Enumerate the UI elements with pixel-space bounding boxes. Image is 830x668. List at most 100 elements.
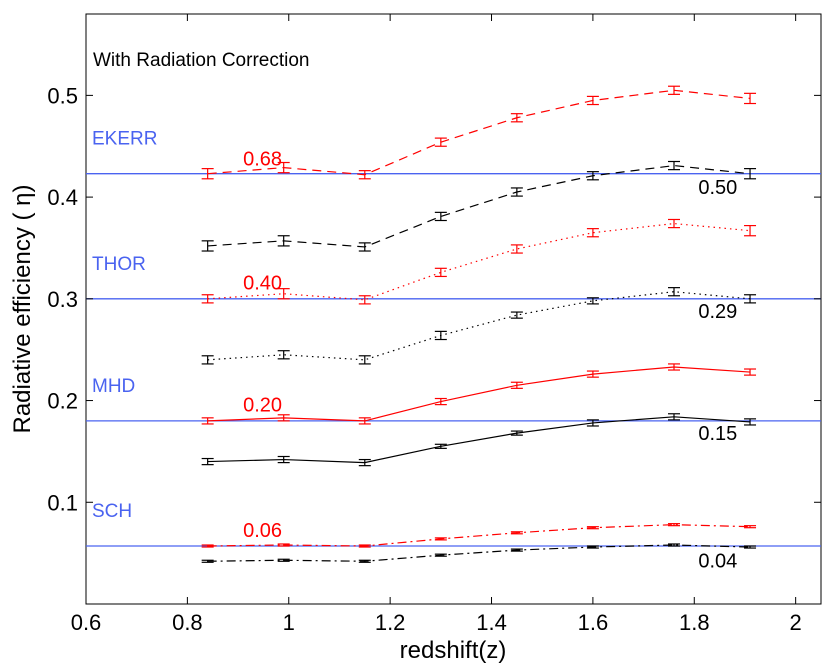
data-point xyxy=(744,368,757,376)
data-point xyxy=(277,288,290,300)
data-point xyxy=(586,95,599,106)
reference-label-mhd: MHD xyxy=(92,376,135,397)
y-tick-label: 0.3 xyxy=(47,287,78,312)
data-point xyxy=(744,92,757,105)
data-point xyxy=(201,355,214,365)
y-tick-label: 0.2 xyxy=(47,389,78,414)
series-line xyxy=(207,544,751,562)
data-point xyxy=(510,531,523,535)
series-mhd-red xyxy=(201,363,757,425)
data-point xyxy=(744,168,757,180)
data-point xyxy=(434,397,447,406)
series-ekerr-black xyxy=(201,160,757,252)
data-point xyxy=(277,414,290,422)
x-tick-label: 1.6 xyxy=(578,610,609,635)
data-point xyxy=(744,525,757,529)
data-point xyxy=(434,137,447,147)
data-point xyxy=(510,187,523,197)
y-tick-label: 0.5 xyxy=(47,83,78,108)
series-layer xyxy=(201,85,757,563)
x-axis-title: redshift(z) xyxy=(400,637,507,664)
series-sch-red xyxy=(201,523,757,548)
data-point xyxy=(434,537,447,541)
data-point xyxy=(358,355,371,365)
data-point xyxy=(434,443,447,449)
value-annotation: 0.40 xyxy=(243,273,282,295)
series-line xyxy=(207,164,751,248)
data-point xyxy=(586,297,599,305)
data-point xyxy=(434,553,447,557)
data-point xyxy=(201,559,214,563)
data-point xyxy=(277,455,290,464)
series-thor-red xyxy=(201,218,757,305)
series-thor-black xyxy=(201,287,757,365)
chart-title: With Radiation Correction xyxy=(93,50,309,71)
labels-layer: With Radiation Correction redshift(z) Ra… xyxy=(9,50,737,664)
x-tick-label: 1.8 xyxy=(679,610,710,635)
plot-area xyxy=(85,13,822,605)
series-line xyxy=(207,524,751,547)
data-point xyxy=(586,171,599,181)
data-point xyxy=(277,558,290,562)
data-point xyxy=(586,545,599,549)
data-point xyxy=(358,295,371,305)
y-tick-label: 0.1 xyxy=(47,490,78,515)
x-tick-label: 2 xyxy=(790,610,802,635)
series-ekerr-red xyxy=(201,85,757,180)
data-point xyxy=(201,240,214,252)
data-point xyxy=(668,363,680,371)
data-point xyxy=(586,419,599,427)
data-point xyxy=(201,544,214,548)
data-point xyxy=(586,526,599,530)
value-annotation: 0.15 xyxy=(698,423,737,445)
y-axis-title: Radiative efficiency ( η) xyxy=(9,185,36,434)
x-tick-label: 1.4 xyxy=(476,610,507,635)
reference-label-thor: THOR xyxy=(92,254,146,275)
data-point xyxy=(510,548,523,552)
value-annotation: 0.50 xyxy=(698,177,737,199)
data-point xyxy=(358,242,371,252)
data-point xyxy=(586,228,599,238)
data-point xyxy=(358,170,371,180)
x-tick-label: 1.2 xyxy=(375,610,406,635)
data-point xyxy=(668,85,680,95)
data-point xyxy=(277,543,290,547)
data-point xyxy=(744,545,757,549)
axis-ticks: 0.6 0.8 1 1.2 1.4 1.6 1.8 2 0.1 0.2 0.3 0.4 0.5 xyxy=(47,14,821,635)
data-point xyxy=(744,418,757,426)
data-point xyxy=(434,211,447,222)
data-point xyxy=(510,244,523,254)
x-tick-label: 0.6 xyxy=(71,610,102,635)
data-point xyxy=(358,417,371,425)
series-line xyxy=(207,416,751,464)
data-point xyxy=(434,267,447,278)
value-annotation: 0.04 xyxy=(698,550,737,572)
series-line xyxy=(207,89,751,176)
data-point xyxy=(668,413,680,421)
series-mhd-black xyxy=(201,413,757,467)
x-tick-label: 0.8 xyxy=(172,610,203,635)
data-point xyxy=(277,350,290,360)
data-point xyxy=(510,113,523,123)
value-annotation: 0.06 xyxy=(243,520,282,542)
value-annotation: 0.29 xyxy=(698,301,737,323)
data-point xyxy=(668,523,680,527)
data-point xyxy=(668,287,680,297)
data-point xyxy=(201,457,214,466)
data-point xyxy=(358,458,371,467)
x-tick-label: 1 xyxy=(283,610,295,635)
series-sch-black xyxy=(201,543,757,563)
data-point xyxy=(510,311,523,319)
data-point xyxy=(358,559,371,563)
data-point xyxy=(510,381,523,389)
data-point xyxy=(510,430,523,436)
data-point xyxy=(277,235,290,247)
data-point xyxy=(201,168,214,180)
data-point xyxy=(358,544,371,548)
series-line xyxy=(207,366,751,422)
reference-label-sch: SCH xyxy=(92,501,132,522)
data-point xyxy=(201,294,214,304)
value-annotation: 0.20 xyxy=(243,395,282,417)
data-point xyxy=(668,543,680,547)
